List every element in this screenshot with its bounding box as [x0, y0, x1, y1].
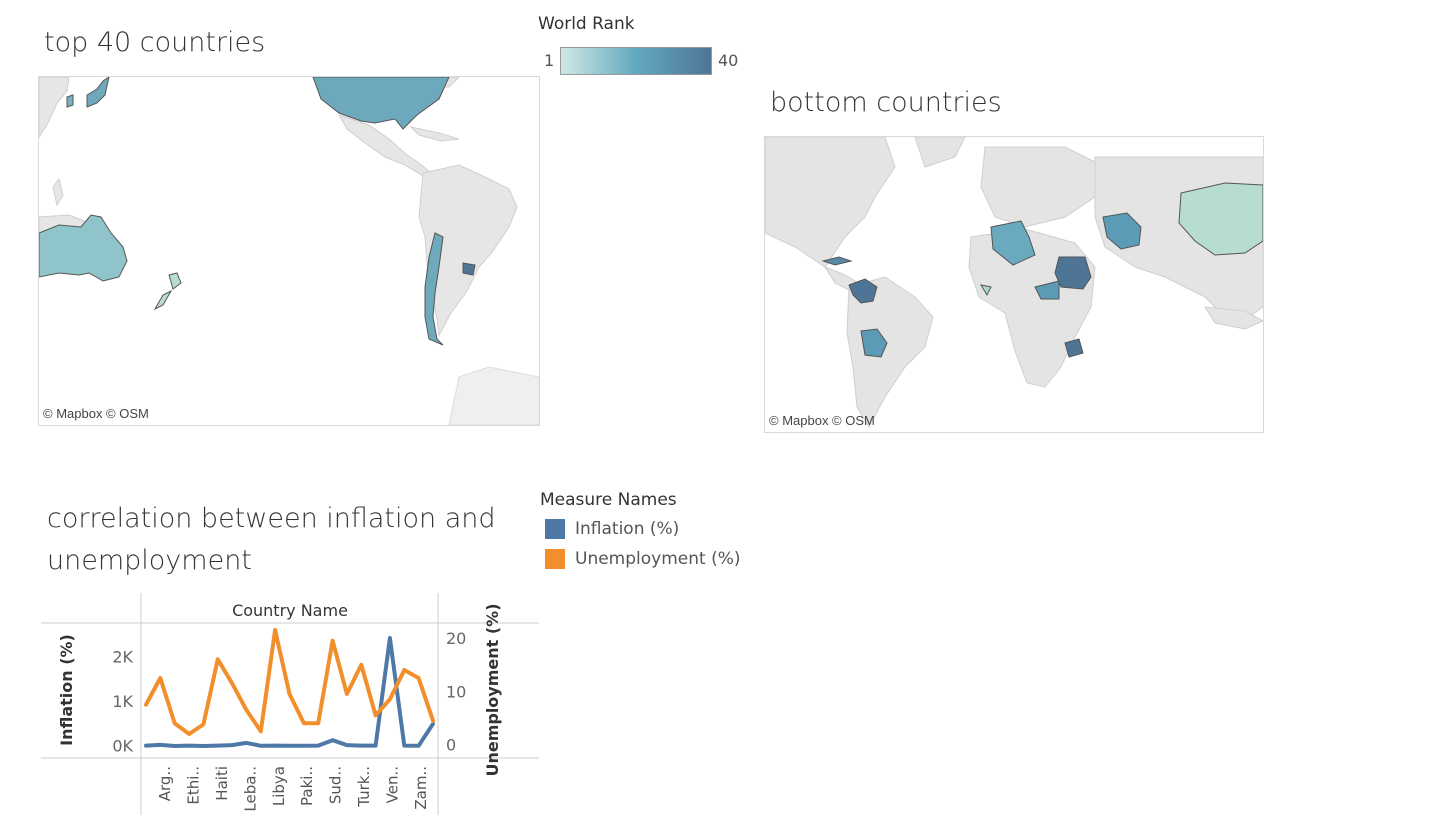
rank-legend-min: 1 — [544, 51, 555, 70]
bottom-countries-map[interactable]: © Mapbox © OSM — [764, 136, 1264, 433]
antarctica-edge — [448, 366, 539, 425]
x-tick-label: Libya — [270, 766, 288, 806]
x-tick-label: Leba.. — [241, 766, 259, 812]
correlation-chart[interactable]: Country Name Inflation (%) Unemployment … — [0, 590, 545, 820]
new-zealand-shape — [153, 272, 182, 311]
legend-label-inflation: Inflation (%) — [575, 519, 680, 539]
asia-land — [39, 77, 70, 138]
australia-shape — [39, 214, 128, 282]
x-tick-label: Turk.. — [355, 766, 373, 808]
x-axis-labels: Arg.. Ethi.. Haiti Leba.. Libya Paki.. Sud.. Tu… — [156, 766, 430, 812]
zimbabwe-shape — [1064, 338, 1084, 358]
x-tick-label: Paki.. — [298, 766, 316, 806]
unemployment-swatch — [545, 549, 565, 569]
indonesia-land — [1204, 306, 1263, 330]
left-tick-label: 1K — [112, 692, 133, 711]
left-tick-label: 2K — [112, 648, 133, 667]
correlation-title-line2: unemployment — [47, 545, 252, 576]
correlation-title-line1: correlation between inflation and — [47, 503, 496, 534]
south-america-land — [418, 164, 518, 337]
usa-shape — [312, 77, 450, 130]
x-tick-label: Arg.. — [156, 766, 174, 801]
north-america-land — [765, 137, 896, 268]
rank-legend-title: World Rank — [538, 14, 635, 34]
inflation-swatch — [545, 519, 565, 539]
uruguay-shape — [462, 262, 476, 276]
series-line-0 — [144, 636, 435, 748]
rank-color-ramp — [560, 47, 712, 75]
algeria-shape — [990, 220, 1036, 266]
central-america-land — [337, 114, 432, 178]
x-tick-label: Sud.. — [327, 766, 345, 804]
measure-legend-title: Measure Names — [540, 490, 677, 510]
legend-item-inflation[interactable]: Inflation (%) — [545, 519, 679, 539]
right-tick-label: 0 — [446, 736, 456, 755]
left-axis-title: Inflation (%) — [57, 634, 76, 746]
chart-header: Country Name — [232, 601, 348, 620]
correlation-chart-svg: Country Name Inflation (%) Unemployment … — [41, 593, 539, 815]
china-shape — [1178, 182, 1263, 256]
venezuela-shape — [848, 278, 878, 304]
europe-land — [980, 146, 1106, 228]
right-axis-ticks: 0 10 20 — [446, 629, 466, 755]
cuba-shape — [821, 256, 853, 266]
bottom-map-canvas — [765, 137, 1263, 429]
legend-item-unemployment[interactable]: Unemployment (%) — [545, 549, 741, 569]
x-tick-label: Ven.. — [384, 766, 402, 803]
chad-shape — [1034, 280, 1060, 300]
legend-label-unemployment: Unemployment (%) — [575, 549, 741, 569]
liberia-shape — [979, 284, 992, 297]
series-lines — [144, 628, 435, 748]
sudan-shape — [1054, 256, 1092, 290]
chile-shape — [424, 232, 444, 346]
rank-legend-max: 40 — [718, 51, 739, 70]
caribbean-land — [409, 126, 460, 142]
top-countries-map[interactable]: © Mapbox © OSM — [38, 76, 540, 426]
left-tick-label: 0K — [112, 737, 133, 756]
top-map-credit: © Mapbox © OSM — [43, 406, 149, 421]
top-map-title: top 40 countries — [44, 27, 266, 58]
right-tick-label: 20 — [446, 629, 466, 648]
x-tick-label: Ethi.. — [184, 766, 202, 805]
top-map-canvas — [39, 77, 539, 425]
bottom-map-credit: © Mapbox © OSM — [769, 413, 875, 428]
right-tick-label: 10 — [446, 682, 466, 701]
philippines-land — [52, 177, 64, 207]
iran-shape — [1102, 212, 1142, 250]
south-america-land — [846, 276, 934, 429]
left-axis-ticks: 0K 1K 2K — [112, 648, 133, 756]
korea-shape — [66, 94, 74, 108]
x-tick-label: Haiti — [213, 766, 231, 801]
series-line-1 — [144, 628, 435, 736]
bolivia-shape — [860, 328, 888, 358]
greenland-land — [914, 137, 966, 168]
x-tick-label: Zam.. — [412, 766, 430, 810]
japan-shape — [86, 77, 110, 108]
bottom-map-title: bottom countries — [770, 87, 1002, 118]
right-axis-title: Unemployment (%) — [483, 603, 502, 776]
